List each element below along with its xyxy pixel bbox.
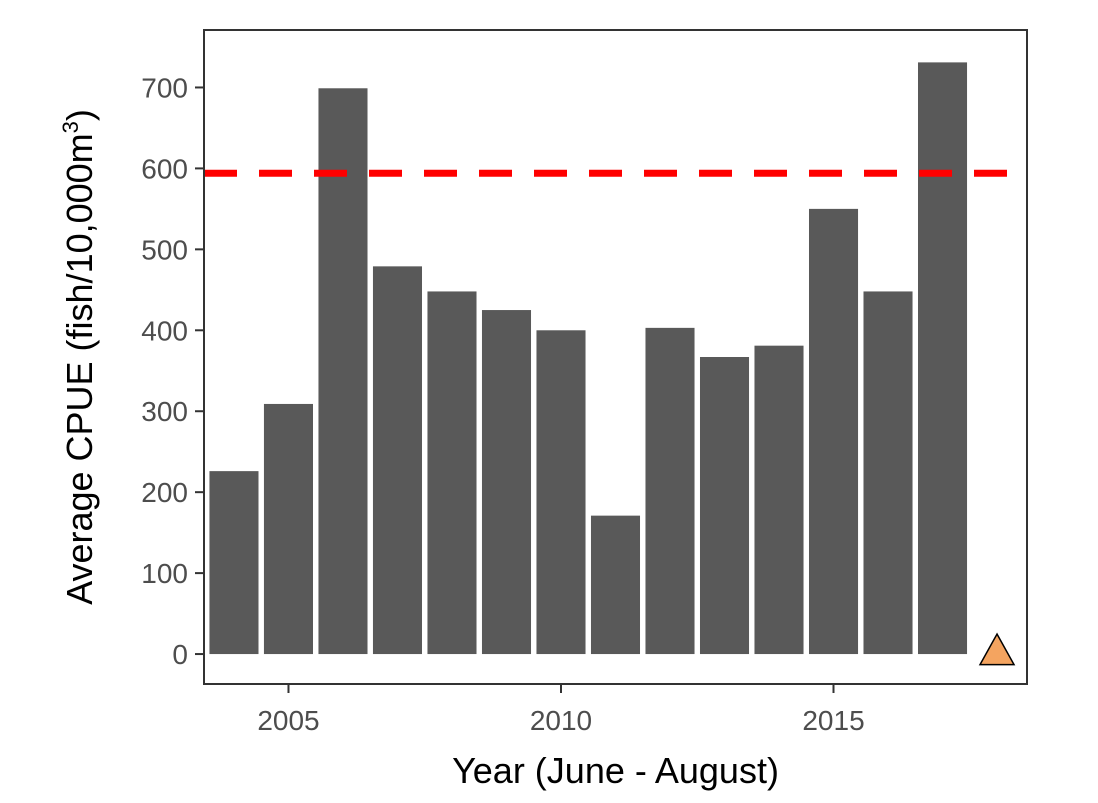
y-tick-label-200: 200 bbox=[141, 477, 188, 508]
y-tick-label-400: 400 bbox=[141, 315, 188, 346]
y-tick-label-600: 600 bbox=[141, 153, 188, 184]
y-tick-label-500: 500 bbox=[141, 234, 188, 265]
marker-group bbox=[978, 632, 1016, 666]
bar-2014 bbox=[754, 345, 804, 655]
bar-2009 bbox=[481, 310, 532, 655]
y-tick-label-300: 300 bbox=[141, 396, 188, 427]
y-axis: 0 100 200 300 400 500 600 700 bbox=[141, 72, 204, 670]
bar-2015 bbox=[808, 208, 859, 655]
bar-2013 bbox=[699, 357, 750, 655]
y-axis-title-superscript: 3 bbox=[58, 121, 83, 133]
bars-group bbox=[209, 62, 968, 655]
y-tick-label-700: 700 bbox=[141, 72, 188, 103]
x-axis-title: Year (June - August) bbox=[452, 750, 779, 791]
bar-2004 bbox=[209, 471, 259, 655]
y-axis-title-close: ) bbox=[59, 109, 100, 121]
bar-2006 bbox=[318, 88, 368, 655]
y-tick-label-100: 100 bbox=[141, 558, 188, 589]
bar-2012 bbox=[645, 327, 695, 655]
y-tick-label-0: 0 bbox=[172, 639, 188, 670]
bar-2016 bbox=[863, 291, 913, 655]
y-axis-title-main: Average CPUE (fish/10,000m bbox=[59, 133, 100, 605]
bar-2007 bbox=[372, 266, 423, 655]
bar-2017 bbox=[917, 62, 968, 655]
x-tick-label-2015: 2015 bbox=[802, 705, 864, 736]
bar-2011 bbox=[590, 515, 641, 655]
bar-2008 bbox=[427, 291, 477, 655]
x-tick-label-2010: 2010 bbox=[530, 705, 592, 736]
plot-panel-border bbox=[203, 29, 1028, 685]
bar-2005 bbox=[263, 403, 313, 655]
x-tick-label-2005: 2005 bbox=[257, 705, 319, 736]
y-axis-title: Average CPUE (fish/10,000m3) bbox=[58, 109, 100, 605]
x-axis: 2005 2010 2015 bbox=[257, 684, 865, 736]
bar-2010 bbox=[536, 330, 586, 655]
triangle-marker bbox=[978, 632, 1016, 666]
